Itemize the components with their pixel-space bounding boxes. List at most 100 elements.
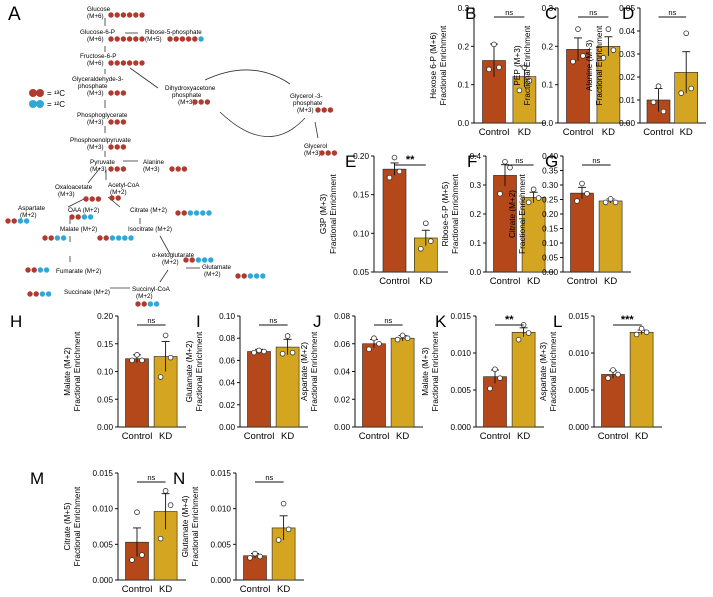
c13-carbon-dot <box>331 150 338 156</box>
c13-carbon-dot <box>183 257 189 263</box>
y-tick-label: 0.01 <box>619 96 635 105</box>
significance-label: ns <box>592 156 600 165</box>
y-tick-label: 0.015 <box>93 469 114 478</box>
y-axis-title: Malate (M+3) <box>421 347 430 396</box>
data-point <box>535 195 542 201</box>
c13-carbon-dot <box>33 291 39 297</box>
bar-kd <box>390 337 415 428</box>
y-axis-subtitle: Fractional Enrichment <box>191 486 200 566</box>
data-point <box>579 180 585 187</box>
c13-carbon-dot <box>120 60 127 66</box>
x-tick-label: Control <box>598 431 629 442</box>
c13-carbon-dot <box>114 166 120 172</box>
x-tick-label: Control <box>567 276 598 287</box>
y-tick-label: 0.1 <box>458 81 470 90</box>
node-pyruvate-m3: (M+3) <box>90 166 107 173</box>
panel-letter-n: N <box>173 469 185 488</box>
c13-carbon-dot <box>108 144 114 150</box>
data-point <box>502 159 508 165</box>
bar-control <box>125 358 149 428</box>
data-point <box>497 190 503 197</box>
data-point <box>605 26 612 32</box>
node-glucose: Glucose <box>87 6 111 13</box>
x-tick-label: Control <box>122 431 153 442</box>
data-point <box>376 340 382 347</box>
panel-letter-g: G <box>545 152 558 171</box>
data-point <box>486 66 492 73</box>
c12-carbon-dot <box>208 257 214 263</box>
c13-carbon-dot <box>89 196 95 202</box>
node-pep-m3: (M+3) <box>87 144 104 151</box>
y-tick-label: 0.3 <box>542 4 554 13</box>
legend-c12: = ¹²C <box>47 100 65 109</box>
node-phosphoglycerate-m3: (M+3) <box>87 119 104 126</box>
data-point <box>497 375 503 381</box>
panel-letter-f: F <box>467 152 477 171</box>
y-tick-label: 0.05 <box>619 4 635 13</box>
c13-carbon-dot <box>108 166 114 172</box>
data-point <box>275 537 282 543</box>
chart-panel-k: K 0.000 0.005 0.010 0.015 Malate (M+3) Fractio… <box>421 312 544 442</box>
y-axis-title: Malate (M+2) <box>63 347 72 396</box>
pathway-diagram: A = ¹³C = ¹²C <box>5 4 338 307</box>
y-axis-title: Glutamate (M+4) <box>181 495 190 557</box>
y-tick-label: 0.02 <box>219 401 235 410</box>
data-point <box>487 385 493 392</box>
c13-carbon-dot <box>126 12 133 18</box>
node-succinate: Succinate (M+2) <box>64 289 110 296</box>
y-tick-label: 0.00 <box>334 423 350 432</box>
c13-carbon-dot <box>133 36 139 42</box>
x-tick-label: Control <box>490 276 521 287</box>
x-tick-label: KD <box>396 431 409 442</box>
y-tick-label: 0.0 <box>458 119 470 128</box>
significance-label: ns <box>147 473 155 482</box>
x-tick-label: Control <box>244 431 275 442</box>
y-tick-label: 0.010 <box>93 505 114 514</box>
panel-letter-A: A <box>8 4 21 25</box>
bar-kd <box>629 331 654 428</box>
x-tick-label: Control <box>359 431 390 442</box>
data-point <box>417 246 424 252</box>
c13-carbon-dot <box>42 235 48 241</box>
c13-carbon-dot <box>198 99 204 105</box>
node-gap-m3: (M+3) <box>87 90 104 97</box>
data-point <box>584 190 590 197</box>
data-point <box>515 336 522 343</box>
c12-carbon-dot <box>54 235 61 241</box>
c12-legend-dot <box>36 100 44 108</box>
c13-carbon-dot <box>133 60 139 66</box>
y-tick-label: 0.0 <box>542 119 554 128</box>
data-point <box>526 78 533 84</box>
c12-carbon-dot <box>201 257 208 263</box>
c12-carbon-dot <box>200 210 206 216</box>
c12-carbon-dot <box>45 291 52 297</box>
y-axis-title: Aspartate (M+3) <box>539 342 548 401</box>
x-tick-label: KD <box>635 431 648 442</box>
c13-carbon-dot <box>181 210 187 216</box>
y-axis-title: Glutamate (M+2) <box>185 340 194 402</box>
y-axis-subtitle: Fractional Enrichment <box>595 25 604 105</box>
y-axis-subtitle: Fractional Enrichment <box>310 331 319 411</box>
y-tick-label: 0.08 <box>334 312 350 321</box>
panel-letter-l: L <box>553 312 562 331</box>
c12-carbon-dot <box>39 291 46 297</box>
node-oxaloacetate: Oxaloacetate <box>55 184 93 191</box>
c13-carbon-dot <box>114 36 120 42</box>
c12-carbon-dot <box>17 218 24 224</box>
panel-letter-j: J <box>313 312 322 331</box>
node-g6p: Glucose-6-P <box>80 29 115 36</box>
panel-letter-c: C <box>545 4 557 23</box>
node-g3p-2: phosphate <box>293 100 323 107</box>
y-tick-label: 0.06 <box>219 356 235 365</box>
data-point <box>157 374 164 380</box>
y-tick-label: 0.03 <box>619 50 635 59</box>
c13-carbon-dot <box>114 144 120 150</box>
data-point <box>261 348 267 355</box>
y-tick-label: 0.05 <box>353 268 369 277</box>
c13-carbon-dot <box>120 119 127 125</box>
c12-carbon-dot <box>193 210 200 216</box>
c12-carbon-dot <box>198 36 204 42</box>
node-glutamate: Glutamate <box>202 264 232 271</box>
chart-panel-m: M 0.000 0.005 0.010 0.015 Citrate (M+5) Fracti… <box>30 469 186 595</box>
